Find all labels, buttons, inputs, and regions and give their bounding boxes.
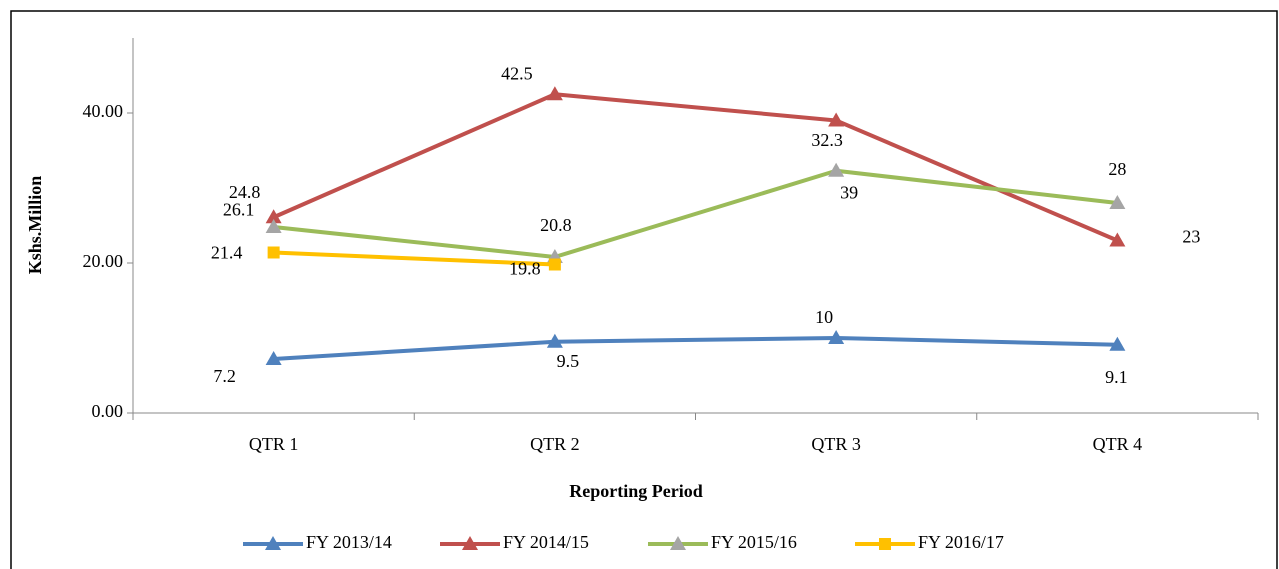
legend-label: FY 2016/17 [918,532,1004,552]
data-label: 26.1 [223,199,255,219]
series-line [272,92,1119,243]
data-point [265,351,282,365]
data-label: 23 [1182,227,1200,247]
legend-marker [462,536,478,550]
data-point [267,246,280,259]
x-tick-label: QTR 4 [1093,434,1143,454]
data-point [828,162,845,177]
series-line [273,336,1118,361]
data-label: 21.4 [211,243,243,263]
legend-marker [670,536,686,550]
data-label: 39 [840,183,858,203]
data-point [265,219,282,233]
data-label: 24.8 [229,182,261,202]
data-label: 32.3 [811,130,843,150]
data-point [828,112,845,127]
data-point [546,86,563,101]
x-axis-title: Reporting Period [569,481,702,501]
series-line [273,250,555,267]
data-point [265,209,282,224]
y-tick-label: 40.00 [83,101,124,121]
data-label: 10 [815,307,833,327]
legend-marker [265,536,281,550]
legend-label: FY 2015/16 [711,532,797,552]
data-point [1109,336,1126,351]
y-tick-label: 20.00 [83,251,124,271]
data-label: 20.8 [540,215,572,235]
data-point [548,258,561,271]
legend-label: FY 2013/14 [306,532,392,552]
data-point [828,330,845,344]
data-label: 9.5 [557,351,580,371]
data-label: 42.5 [501,63,533,83]
y-axis-title: Kshs.Million [25,176,45,275]
x-tick-label: QTR 3 [811,434,861,454]
chart-border [10,10,1278,569]
y-tick-label: 0.00 [92,401,124,421]
data-label: 7.2 [213,366,236,386]
data-label: 19.8 [509,259,541,279]
data-point [546,333,563,348]
x-tick-label: QTR 1 [249,434,299,454]
data-label: 9.1 [1105,367,1128,387]
data-point [1109,232,1126,247]
legend-label: FY 2014/15 [503,532,589,552]
x-tick-label: QTR 2 [530,434,580,454]
series-line [273,168,1118,259]
data-point [1109,195,1126,209]
legend-marker [879,538,891,550]
data-label: 28 [1108,159,1126,179]
